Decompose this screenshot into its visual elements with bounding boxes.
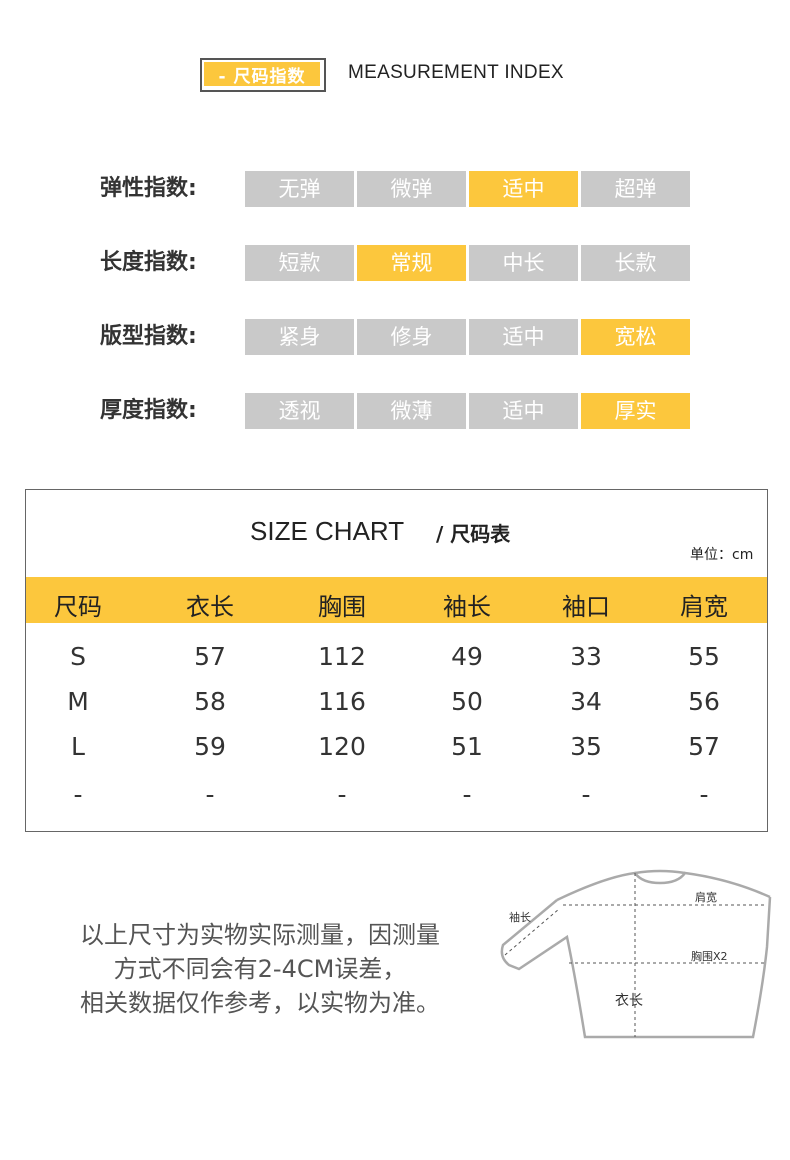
section-badge: - 尺码指数 bbox=[200, 58, 326, 92]
table-cell: M bbox=[67, 687, 89, 716]
size-chart-title-cn: / 尺码表 bbox=[436, 522, 511, 546]
garment-diagram: 袖长 肩宽 胸围X2 衣长 bbox=[500, 869, 772, 1039]
table-cell: 59 bbox=[194, 732, 226, 761]
table-cell: 56 bbox=[688, 687, 720, 716]
table-header-cell: 肩宽 bbox=[680, 593, 728, 621]
index-label: 弹性指数: bbox=[100, 176, 197, 201]
index-option-selected: 厚实 bbox=[581, 393, 690, 429]
section-badge-label: - 尺码指数 bbox=[204, 62, 320, 87]
table-cell: - bbox=[73, 780, 83, 809]
table-cell: L bbox=[71, 732, 85, 761]
index-option: 紧身 bbox=[245, 319, 354, 355]
index-option: 长款 bbox=[581, 245, 690, 281]
index-option-selected: 常规 bbox=[357, 245, 466, 281]
diagram-label-sleeve: 袖长 bbox=[509, 910, 531, 924]
table-cell: 33 bbox=[570, 642, 602, 671]
diagram-label-shoulder: 肩宽 bbox=[695, 890, 717, 904]
diagram-label-chest: 胸围X2 bbox=[691, 949, 728, 963]
size-chart-frame bbox=[25, 489, 768, 832]
table-cell: - bbox=[699, 780, 709, 809]
index-option-selected: 宽松 bbox=[581, 319, 690, 355]
table-cell: 57 bbox=[194, 642, 226, 671]
table-cell: 55 bbox=[688, 642, 720, 671]
index-option: 微薄 bbox=[357, 393, 466, 429]
table-cell: - bbox=[337, 780, 347, 809]
table-cell: 49 bbox=[451, 642, 483, 671]
table-cell: 50 bbox=[451, 687, 483, 716]
garment-outline bbox=[500, 869, 772, 1039]
index-option: 超弹 bbox=[581, 171, 690, 207]
index-options: 无弹 微弹 适中 超弹 bbox=[245, 171, 690, 207]
table-header-cell: 袖口 bbox=[562, 593, 610, 621]
index-label: 厚度指数: bbox=[100, 398, 197, 423]
unit-label: 单位：cm bbox=[690, 547, 754, 563]
index-option: 无弹 bbox=[245, 171, 354, 207]
note-line: 方式不同会有2-4CM误差， bbox=[113, 955, 407, 983]
index-label: 版型指数: bbox=[100, 324, 197, 349]
note-line: 以上尺寸为实物实际测量，因测量 bbox=[80, 921, 440, 949]
table-cell: 120 bbox=[318, 732, 366, 761]
index-option: 微弹 bbox=[357, 171, 466, 207]
table-cell: 112 bbox=[318, 642, 366, 671]
index-option: 透视 bbox=[245, 393, 354, 429]
table-cell: - bbox=[462, 780, 472, 809]
table-cell: S bbox=[70, 642, 86, 671]
index-options: 透视 微薄 适中 厚实 bbox=[245, 393, 690, 429]
note-line: 相关数据仅作参考，以实物为准。 bbox=[80, 989, 440, 1017]
index-option: 短款 bbox=[245, 245, 354, 281]
index-option-selected: 适中 bbox=[469, 171, 578, 207]
table-header-cell: 尺码 bbox=[54, 593, 102, 621]
table-cell: 58 bbox=[194, 687, 226, 716]
size-table-header: 尺码 衣长 胸围 袖长 袖口 肩宽 bbox=[26, 577, 767, 623]
table-header-cell: 袖长 bbox=[443, 593, 491, 621]
table-cell: 35 bbox=[570, 732, 602, 761]
table-cell: 51 bbox=[451, 732, 483, 761]
table-cell: - bbox=[205, 780, 215, 809]
measure-lines bbox=[504, 873, 767, 1037]
index-option: 中长 bbox=[469, 245, 578, 281]
section-title: MEASUREMENT INDEX bbox=[348, 62, 564, 83]
table-cell: 57 bbox=[688, 732, 720, 761]
table-cell: - bbox=[581, 780, 591, 809]
index-label: 长度指数: bbox=[100, 250, 197, 275]
index-options: 短款 常规 中长 长款 bbox=[245, 245, 690, 281]
table-header-cell: 胸围 bbox=[318, 593, 366, 621]
table-header-cell: 衣长 bbox=[186, 593, 234, 621]
index-options: 紧身 修身 适中 宽松 bbox=[245, 319, 690, 355]
index-option: 适中 bbox=[469, 319, 578, 355]
diagram-label-length: 衣长 bbox=[615, 993, 643, 1009]
measurement-note: 以上尺寸为实物实际测量，因测量 方式不同会有2-4CM误差， 相关数据仅作参考，… bbox=[30, 918, 490, 1020]
table-cell: 116 bbox=[318, 687, 366, 716]
size-chart-title: SIZE CHART bbox=[250, 516, 405, 546]
index-option: 适中 bbox=[469, 393, 578, 429]
index-option: 修身 bbox=[357, 319, 466, 355]
table-cell: 34 bbox=[570, 687, 602, 716]
